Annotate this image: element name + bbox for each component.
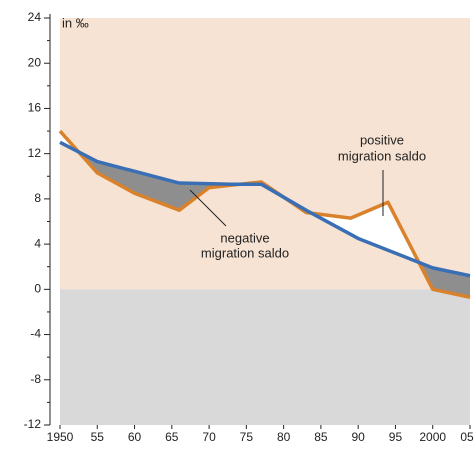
y-tick-label: 20 [28, 55, 42, 69]
annotation: migration saldo [338, 148, 426, 163]
x-tick-label: 75 [240, 430, 254, 444]
leader-line [189, 189, 227, 227]
x-tick-label: 60 [128, 430, 142, 444]
x-tick-label: 70 [202, 430, 216, 444]
annotation: migration saldo [201, 245, 289, 260]
x-tick-label: 2000 [419, 430, 446, 444]
y-tick-label: 24 [28, 10, 42, 24]
y-tick-label: -4 [30, 327, 41, 341]
series-line [58, 129, 471, 299]
y-tick-label: -12 [24, 417, 42, 431]
y-tick-label: 12 [28, 146, 42, 160]
x-tick-label: 55 [91, 430, 105, 444]
y-tick-label: 0 [34, 282, 41, 296]
unit-label: in ‰ [62, 15, 89, 30]
y-tick-label: 16 [28, 101, 42, 115]
series-line [59, 140, 471, 278]
positive-saldo-area [60, 131, 470, 276]
x-tick-label: 65 [165, 430, 179, 444]
x-tick-label: 95 [389, 430, 403, 444]
y-tick-label: 4 [34, 236, 41, 250]
x-tick-label: 90 [352, 430, 366, 444]
x-tick-label: 1950 [47, 430, 74, 444]
annotation: negative [220, 230, 269, 245]
x-tick-label: 05 [460, 430, 474, 444]
y-tick-label: -8 [30, 372, 41, 386]
y-tick-label: 8 [34, 191, 41, 205]
x-tick-label: 80 [277, 430, 291, 444]
negative-region [60, 289, 470, 425]
x-tick-label: 85 [314, 430, 328, 444]
annotation: positive [360, 132, 404, 147]
